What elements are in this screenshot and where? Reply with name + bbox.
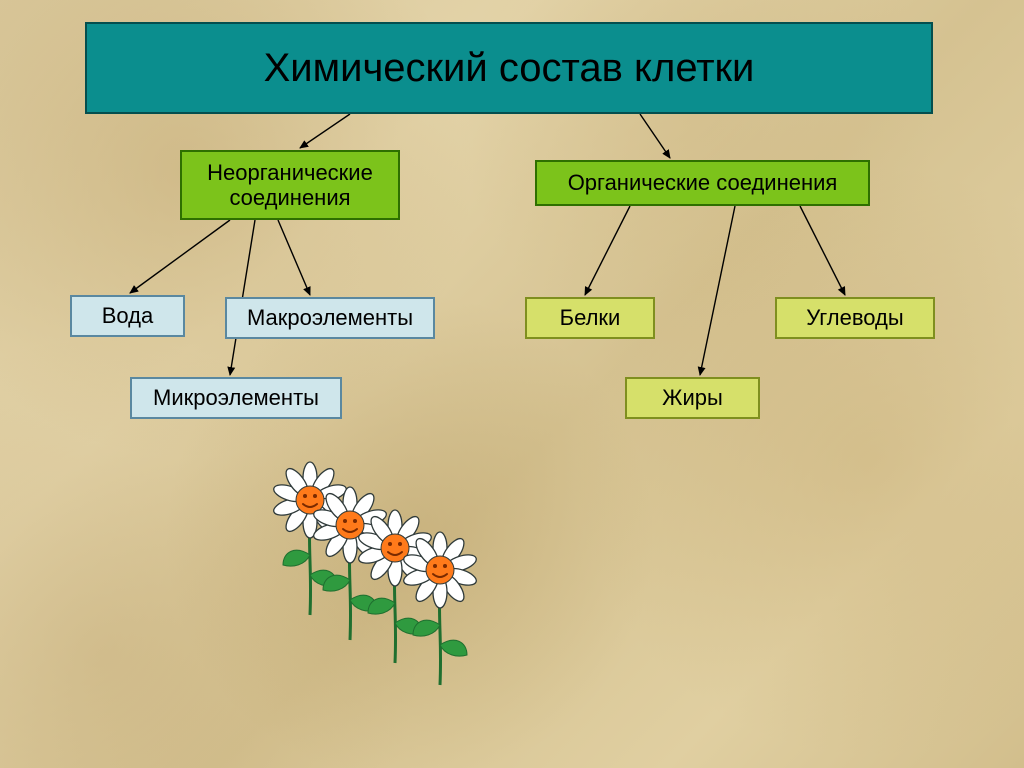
leaf-carbs: Углеводы bbox=[775, 297, 935, 339]
title-box: Химический состав клетки bbox=[85, 22, 933, 114]
leaf-carbs-label: Углеводы bbox=[806, 305, 903, 330]
category-inorganic-label: Неорганические соединения bbox=[194, 160, 386, 211]
leaf-proteins-label: Белки bbox=[560, 305, 621, 330]
leaf-water-label: Вода bbox=[102, 303, 154, 328]
title-text: Химический состав клетки bbox=[264, 45, 755, 91]
category-organic-label: Органические соединения bbox=[568, 170, 838, 195]
leaf-fats: Жиры bbox=[625, 377, 760, 419]
leaf-water: Вода bbox=[70, 295, 185, 337]
leaf-fats-label: Жиры bbox=[662, 385, 723, 410]
category-organic: Органические соединения bbox=[535, 160, 870, 206]
flower-icon bbox=[395, 530, 485, 680]
leaf-macro: Макроэлементы bbox=[225, 297, 435, 339]
leaf-macro-label: Макроэлементы bbox=[247, 305, 413, 330]
diagram-canvas: Химический состав клетки Неорганические … bbox=[0, 0, 1024, 768]
leaf-micro-label: Микроэлементы bbox=[153, 385, 319, 410]
leaf-micro: Микроэлементы bbox=[130, 377, 342, 419]
category-inorganic: Неорганические соединения bbox=[180, 150, 400, 220]
leaf-proteins: Белки bbox=[525, 297, 655, 339]
